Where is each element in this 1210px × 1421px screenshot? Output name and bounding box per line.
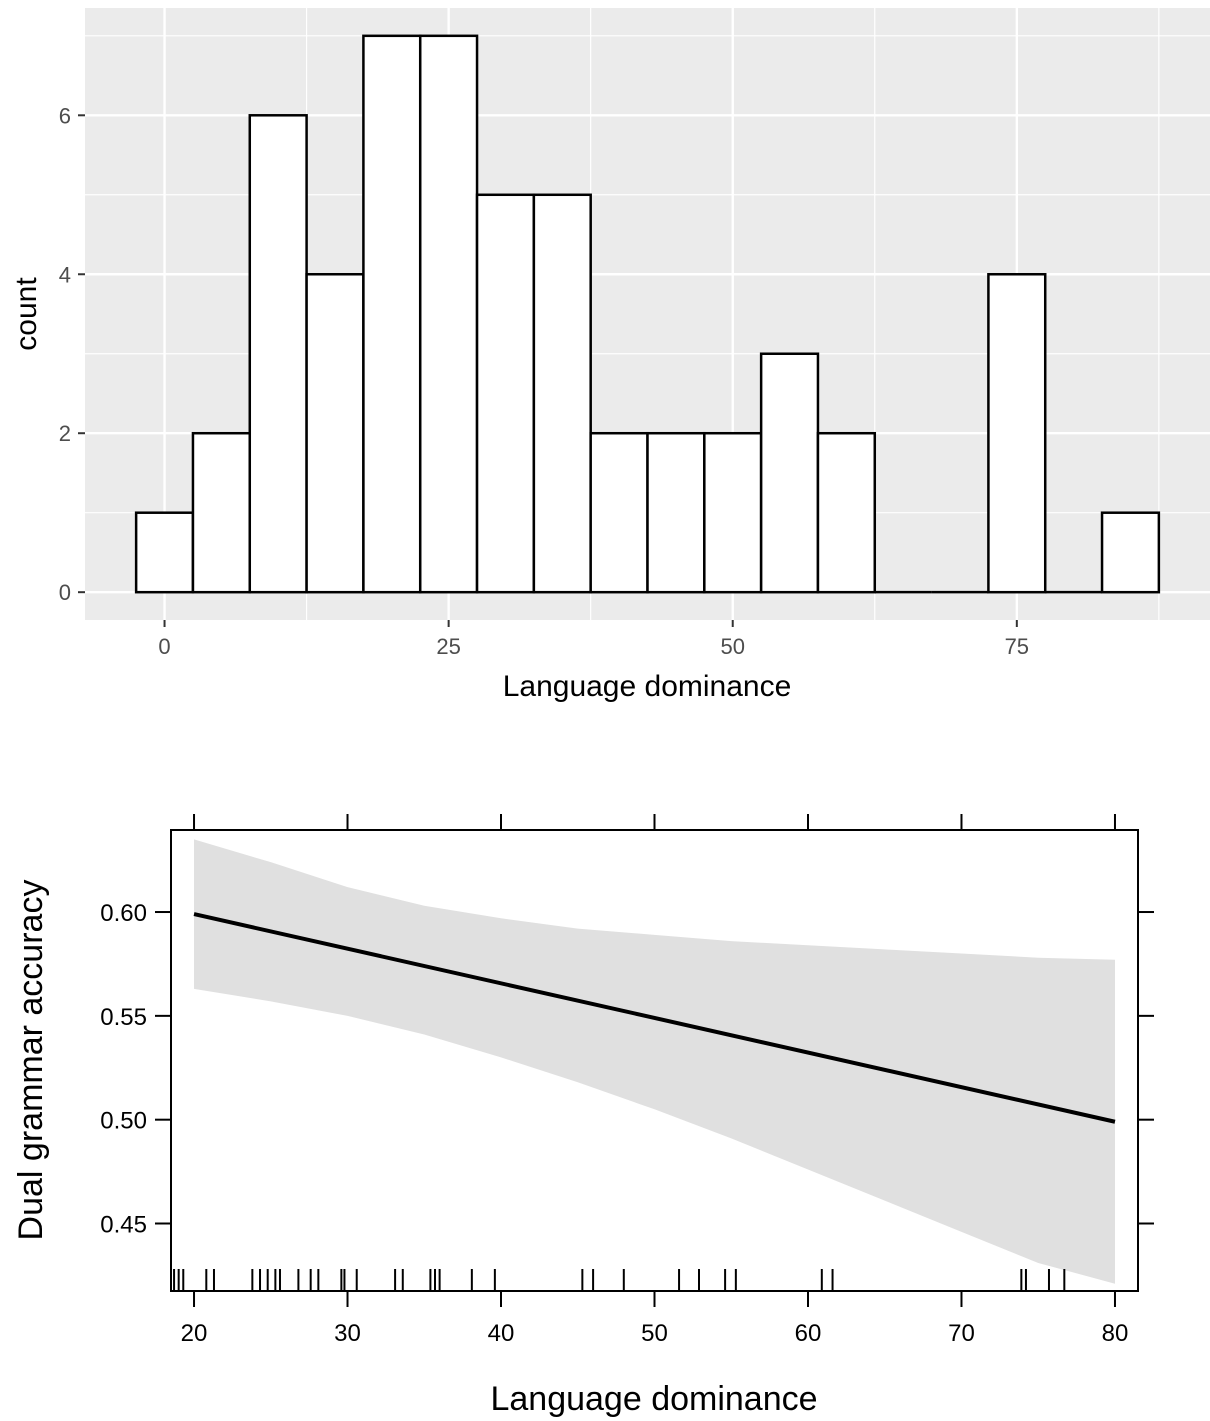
histogram-bar: [703, 431, 763, 594]
histogram-bar: [305, 273, 365, 594]
x-tick-label: 50: [720, 634, 744, 659]
y-tick-label: 0.55: [100, 1004, 147, 1031]
effect-x-axis-title: Language dominance: [490, 1380, 817, 1418]
histogram-bar: [646, 431, 706, 594]
effect-x-ticks: 20 30 40 50 60 70 80: [181, 814, 1129, 1347]
histogram-bar: [362, 34, 422, 594]
histogram-bars: [134, 34, 1161, 594]
effect-y-ticks: 0.45 0.50 0.55 0.60: [100, 900, 1154, 1239]
y-tick-label: 0.60: [100, 900, 147, 927]
y-tick-label: 0.45: [100, 1212, 147, 1239]
histogram-bar: [532, 193, 592, 594]
histogram-bar: [134, 511, 195, 594]
histogram-x-axis-title: Language dominance: [503, 670, 792, 703]
confidence-band: [194, 839, 1115, 1284]
x-tick-label: 75: [1005, 634, 1029, 659]
histogram-bar: [987, 273, 1047, 594]
x-tick-label: 20: [181, 1320, 208, 1347]
histogram-bar: [816, 431, 877, 594]
histogram-x-ticks: 0 25 50 75: [158, 620, 1029, 659]
histogram-y-ticks: 0 2 4 6: [59, 103, 85, 605]
histogram-bar: [475, 193, 536, 594]
x-tick-label: 80: [1102, 1320, 1129, 1347]
histogram-bar: [418, 34, 479, 594]
x-tick-label: 0: [158, 634, 170, 659]
histogram-bar: [191, 431, 252, 594]
rug-marks: [173, 1269, 1066, 1291]
x-tick-label: 40: [488, 1320, 515, 1347]
x-tick-label: 50: [641, 1320, 668, 1347]
x-tick-label: 60: [795, 1320, 822, 1347]
y-tick-label: 6: [59, 103, 71, 128]
histogram-y-axis-title: count: [10, 277, 43, 351]
fitted-line: [193, 912, 1116, 1124]
y-tick-label: 0.50: [100, 1108, 147, 1135]
histogram-bar: [759, 352, 820, 594]
y-tick-label: 4: [59, 262, 71, 287]
x-tick-label: 30: [334, 1320, 361, 1347]
histogram-bar: [1100, 511, 1161, 594]
histogram-bar: [248, 114, 308, 594]
x-tick-label: 70: [948, 1320, 975, 1347]
histogram-chart: 0 25 50 75 0 2 4 6 Language dominance count: [10, 8, 1210, 703]
effect-chart: 20 30 40 50 60 70 80 0.45 0.50 0.55 0.60 Language…: [12, 814, 1154, 1418]
histogram-bar: [589, 431, 649, 594]
x-tick-label: 25: [436, 634, 460, 659]
y-tick-label: 0: [59, 580, 71, 605]
effect-y-axis-title: Dual grammar accuracy: [12, 880, 50, 1241]
y-tick-label: 2: [59, 421, 71, 446]
